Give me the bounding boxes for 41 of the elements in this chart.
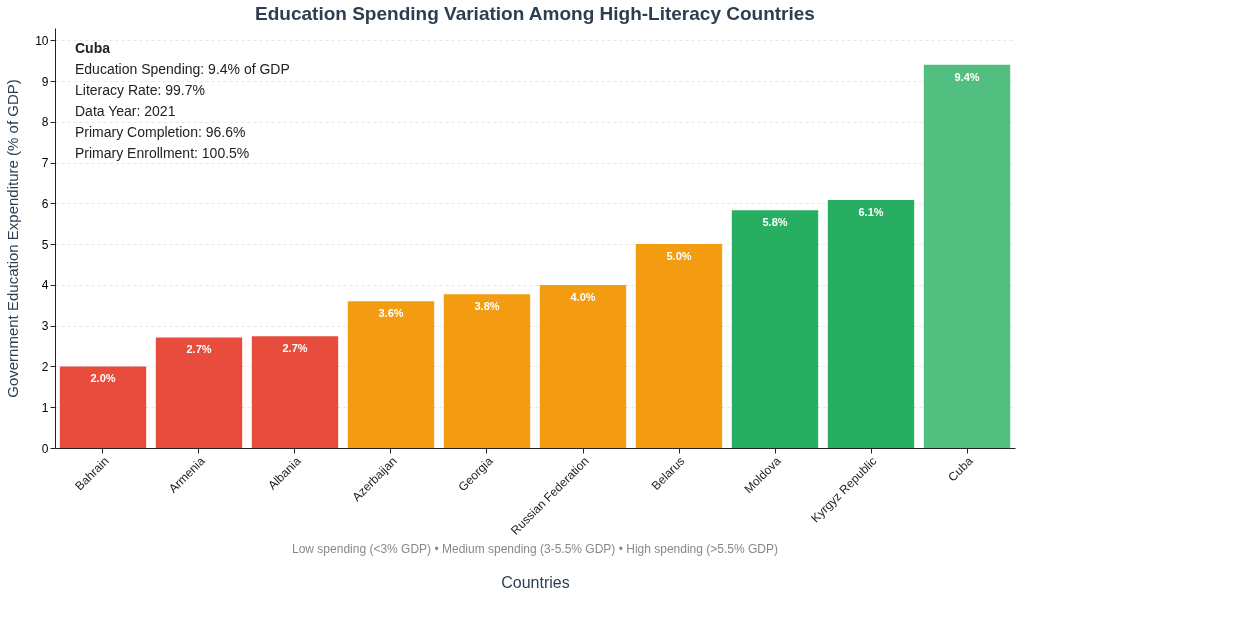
annotation: Education Spending: 9.4% of GDP [75, 61, 290, 77]
y-tick-label: 10 [35, 33, 49, 48]
data-label: 4.0% [570, 290, 596, 303]
y-tick-label: 1 [41, 400, 49, 415]
y-tick-label: 2 [41, 359, 49, 374]
y-tick-label: 9 [41, 74, 49, 89]
y-tick-label: 5 [41, 237, 49, 252]
data-label: 6.1% [858, 206, 884, 219]
x-axis-title: Countries [501, 573, 570, 591]
data-label: 5.0% [666, 250, 692, 263]
bar [59, 366, 147, 448]
data-label: 5.8% [762, 216, 788, 229]
bar [347, 301, 435, 448]
y-tick-label: 7 [41, 156, 49, 171]
data-label: 3.8% [474, 300, 500, 313]
bar [827, 200, 915, 448]
data-label: 2.7% [186, 343, 212, 356]
y-tick-label: 3 [41, 319, 49, 334]
bar [539, 284, 627, 448]
bar [251, 336, 339, 448]
text: Low spending (<3% GDP) • Medium spending (3-5.5% GDP) • High spending (>5.5% GDP) [292, 542, 778, 556]
y-tick-label: 6 [41, 196, 49, 211]
annotation: Data Year: 2021 [75, 103, 176, 119]
data-label: 2.7% [282, 342, 308, 355]
bar [155, 337, 243, 448]
y-tick-label: 0 [41, 441, 49, 456]
y-axis-title: Government Education Expenditure (% of GDP) [4, 79, 22, 398]
bar [923, 64, 1011, 448]
bar [635, 244, 723, 448]
chart-title: Education Spending Variation Among High-Literacy Countries [255, 3, 815, 24]
bar [443, 294, 531, 448]
data-label: 9.4% [954, 70, 980, 83]
annotation: Literacy Rate: 99.7% [75, 82, 205, 98]
annotation: Cuba [75, 40, 111, 56]
data-label: 3.6% [378, 307, 404, 320]
annotation: Primary Completion: 96.6% [75, 124, 246, 140]
y-tick-label: 8 [41, 115, 49, 130]
y-tick-label: 4 [41, 278, 49, 293]
data-label: 2.0% [90, 372, 116, 385]
bar [731, 210, 819, 448]
annotation: Primary Enrollment: 100.5% [75, 145, 250, 161]
